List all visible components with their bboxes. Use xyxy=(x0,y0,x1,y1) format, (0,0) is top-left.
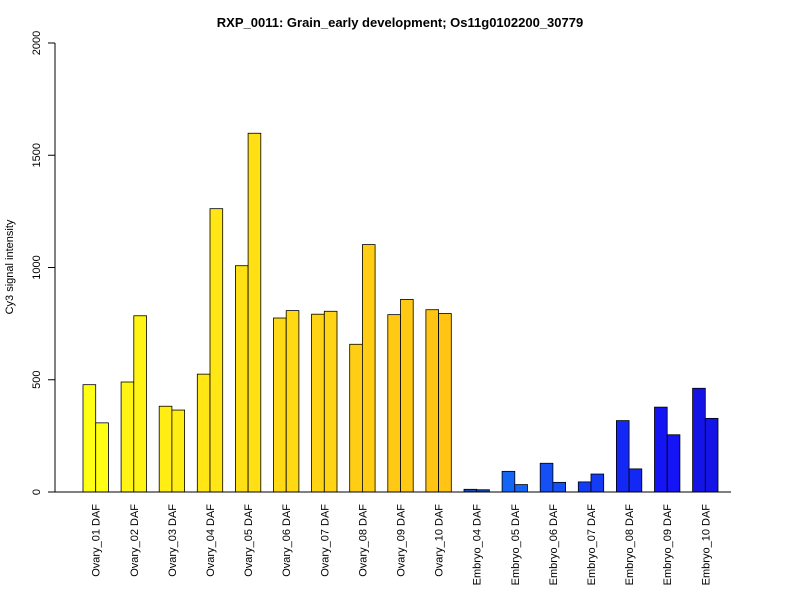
bar-a xyxy=(349,343,363,493)
bar-b xyxy=(209,208,224,493)
x-tick-label: Ovary_04 DAF xyxy=(205,504,217,577)
x-tick-label: Ovary_10 DAF xyxy=(434,504,446,577)
y-tick-label: 1500 xyxy=(31,143,43,167)
bar-a xyxy=(82,384,97,493)
bar-b xyxy=(704,417,719,493)
bar-a xyxy=(425,309,439,493)
bar-a xyxy=(273,317,287,493)
x-tick-label: Ovary_05 DAF xyxy=(243,504,255,577)
y-tick-label: 2000 xyxy=(31,31,43,55)
bar-a xyxy=(234,265,249,493)
x-tick-label: Ovary_08 DAF xyxy=(357,504,369,577)
bar-a xyxy=(654,406,668,493)
x-tick-label: Ovary_06 DAF xyxy=(281,504,293,577)
x-tick-label: Ovary_07 DAF xyxy=(319,504,331,577)
bar-a xyxy=(501,470,516,493)
bar-a xyxy=(692,387,706,493)
bar-b xyxy=(552,481,567,493)
y-axis-label: Cy3 signal intensity xyxy=(4,219,16,314)
bar-a xyxy=(616,420,630,493)
x-tick-label: Embryo_04 DAF xyxy=(472,504,484,586)
x-tick-label: Ovary_01 DAF xyxy=(91,504,103,577)
x-tick-label: Embryo_08 DAF xyxy=(624,504,636,586)
bar-b xyxy=(438,313,452,493)
chart-title: RXP_0011: Grain_early development; Os11g… xyxy=(217,15,583,30)
x-tick-label: Embryo_10 DAF xyxy=(700,504,712,586)
x-tick-label: Embryo_09 DAF xyxy=(662,504,674,586)
bar-a xyxy=(577,481,592,493)
x-tick-label: Ovary_03 DAF xyxy=(167,504,179,577)
x-tick-label: Embryo_05 DAF xyxy=(510,504,522,586)
y-tick-label: 1000 xyxy=(31,255,43,279)
x-axis: Ovary_01 DAF Ovary_02 DAF Ovary_03 DAF Ovar… xyxy=(55,491,731,586)
y-tick-label: 0 xyxy=(31,489,43,495)
bar-a xyxy=(158,405,173,493)
bar-a xyxy=(196,373,211,493)
bar-b xyxy=(590,473,605,493)
bar-b xyxy=(95,422,109,493)
y-tick-label: 500 xyxy=(31,371,43,389)
bar-a xyxy=(120,381,135,493)
bar-a xyxy=(539,462,554,493)
bar-b xyxy=(361,244,376,493)
bar-a xyxy=(387,314,401,493)
bar-b xyxy=(628,468,643,493)
x-tick-label: Ovary_09 DAF xyxy=(396,504,408,577)
bar-b xyxy=(285,310,300,493)
x-tick-label: Embryo_06 DAF xyxy=(548,504,560,586)
bar-b xyxy=(133,315,147,493)
bar-b xyxy=(514,484,528,493)
bar-b xyxy=(323,310,338,493)
bar-b xyxy=(171,409,185,493)
bars xyxy=(82,132,719,493)
bar-b xyxy=(666,434,681,493)
bar-a xyxy=(311,313,325,493)
y-axis: 0 500 1000 1500 2000 xyxy=(31,31,56,495)
x-tick-label: Embryo_07 DAF xyxy=(586,504,598,586)
bar-b xyxy=(400,298,414,493)
bar-b xyxy=(247,132,262,493)
x-tick-label: Ovary_02 DAF xyxy=(129,504,141,577)
